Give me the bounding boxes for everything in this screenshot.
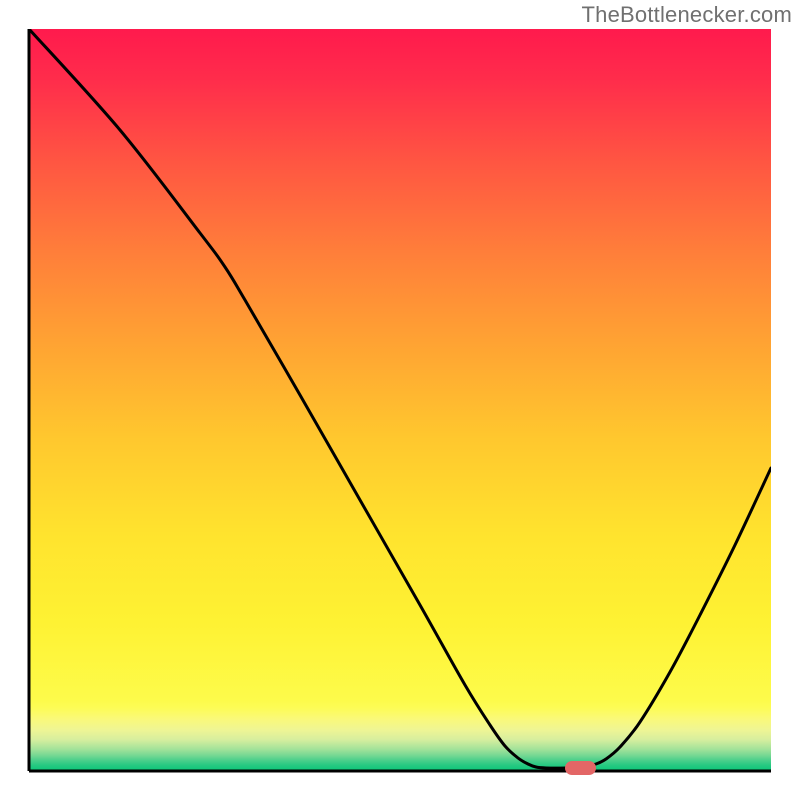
plot-background	[29, 29, 771, 771]
chart-container: TheBottlenecker.com	[0, 0, 800, 800]
watermark-text: TheBottlenecker.com	[582, 2, 792, 28]
optimum-marker	[565, 761, 596, 775]
chart-svg	[0, 0, 800, 800]
